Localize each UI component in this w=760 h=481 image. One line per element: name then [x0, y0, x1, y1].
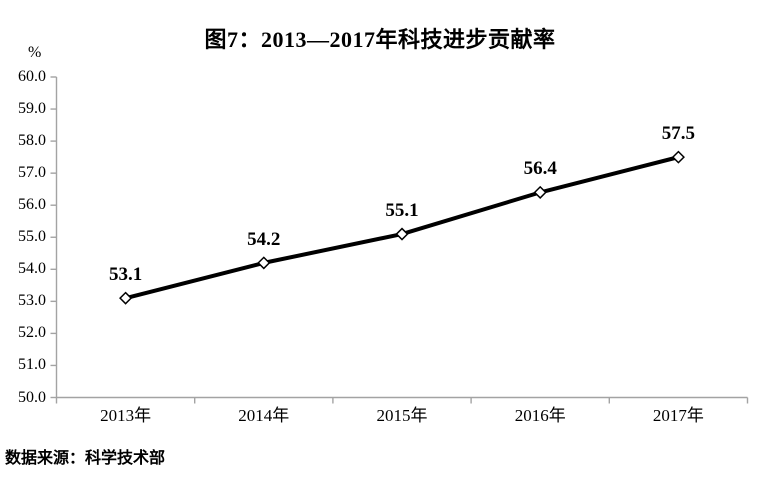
- data-point-marker: [257, 256, 271, 270]
- data-point-label: 56.4: [523, 158, 557, 180]
- data-point-marker: [533, 185, 547, 199]
- y-tick-label: 57.0: [18, 164, 46, 182]
- x-category-label: 2017年: [652, 405, 704, 425]
- data-point-marker: [671, 150, 685, 164]
- y-tick-label: 51.0: [18, 356, 46, 374]
- x-category-label: 2013年: [100, 405, 152, 425]
- data-point-label: 57.5: [661, 123, 696, 145]
- y-tick-label: 52.0: [18, 324, 46, 342]
- y-tick-label: 56.0: [18, 196, 46, 214]
- y-tick-label: 59.0: [18, 100, 46, 118]
- y-tick-label: 54.0: [18, 260, 46, 278]
- y-tick-label: 58.0: [18, 132, 46, 150]
- data-point-label: 54.2: [247, 228, 281, 250]
- data-point-marker: [119, 291, 133, 305]
- x-category-label: 2016年: [514, 405, 566, 425]
- y-axis-unit-label: %: [28, 44, 42, 61]
- y-tick-label: 53.0: [18, 292, 46, 310]
- x-category-label: 2015年: [376, 405, 428, 425]
- source-note: 数据来源：科学技术部: [5, 450, 166, 467]
- data-point-label: 55.1: [385, 200, 419, 222]
- data-point-label: 53.1: [108, 264, 143, 286]
- chart-title: 图7：2013—2017年科技进步贡献率: [204, 27, 556, 52]
- x-category-label: 2014年: [238, 405, 290, 425]
- y-tick-label: 55.0: [18, 228, 46, 246]
- y-tick-label: 50.0: [18, 388, 46, 406]
- y-tick-label: 60.0: [18, 68, 46, 85]
- data-point-marker: [395, 227, 409, 241]
